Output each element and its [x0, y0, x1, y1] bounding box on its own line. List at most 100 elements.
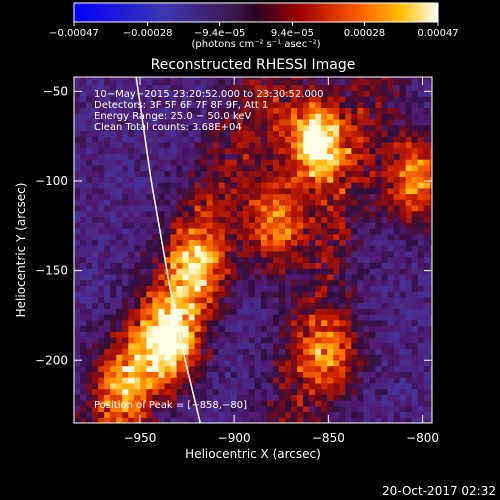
heatmap-cell	[140, 302, 147, 309]
heatmap-cell	[152, 90, 160, 97]
heatmap-cell	[279, 187, 286, 195]
heatmap-cell	[224, 268, 232, 275]
heatmap-cell	[297, 273, 304, 281]
heatmap-cell	[212, 296, 220, 304]
heatmap-cell	[140, 273, 147, 281]
heatmap-cell	[417, 216, 425, 223]
heatmap-cell	[218, 227, 226, 235]
heatmap-cell	[104, 405, 111, 413]
heatmap-cell	[279, 199, 286, 206]
heatmap-cell	[104, 77, 111, 80]
heatmap-cell	[309, 365, 316, 372]
heatmap-cell	[345, 279, 352, 286]
heatmap-cell	[164, 371, 172, 378]
heatmap-cell	[92, 118, 99, 126]
heatmap-cell	[170, 394, 178, 401]
heatmap-cell	[122, 118, 129, 126]
heatmap-cell	[333, 216, 340, 223]
heatmap-cell	[369, 113, 377, 120]
heatmap-cell	[236, 107, 244, 114]
heatmap-cell	[333, 182, 340, 189]
heatmap-cell	[272, 141, 280, 149]
heatmap-cell	[110, 262, 117, 269]
heatmap-cell	[104, 250, 111, 258]
heatmap-cell	[74, 291, 81, 298]
heatmap-cell	[212, 388, 220, 395]
heatmap-cell	[122, 227, 129, 235]
heatmap-cell	[98, 405, 105, 413]
heatmap-cell	[164, 78, 172, 86]
heatmap-cell	[98, 130, 105, 137]
heatmap-cell	[266, 325, 274, 332]
heatmap-cell	[333, 388, 340, 395]
heatmap-cell	[333, 199, 340, 206]
heatmap-cell	[387, 164, 395, 172]
heatmap-cell	[140, 342, 147, 350]
heatmap-cell	[357, 96, 365, 103]
heatmap-cell	[417, 365, 425, 372]
heatmap-cell	[321, 222, 328, 229]
heatmap-cell	[110, 170, 117, 177]
heatmap-cell	[200, 113, 208, 120]
heatmap-cell	[194, 250, 202, 258]
heatmap-cell	[236, 394, 244, 401]
heatmap-cell	[86, 78, 93, 86]
heatmap-cell	[285, 285, 292, 292]
heatmap-cell	[146, 268, 153, 275]
heatmap-cell	[309, 130, 316, 137]
heatmap-cell	[254, 107, 262, 114]
heatmap-cell	[279, 164, 286, 172]
heatmap-cell	[297, 141, 304, 149]
heatmap-cell	[170, 130, 178, 137]
heatmap-cell	[134, 342, 141, 350]
heatmap-cell	[134, 331, 141, 338]
heatmap-cell	[236, 199, 244, 206]
heatmap-cell	[128, 222, 135, 229]
heatmap-cell	[381, 182, 389, 189]
heatmap-cell	[393, 342, 401, 350]
heatmap-cell	[176, 113, 184, 120]
heatmap-cell	[315, 84, 322, 91]
heatmap-cell	[315, 319, 322, 327]
heatmap-cell	[266, 182, 274, 189]
heatmap-cell	[140, 245, 147, 252]
heatmap-cell	[405, 77, 413, 80]
heatmap-cell	[116, 308, 123, 315]
heatmap-cell	[339, 405, 346, 413]
heatmap-cell	[236, 382, 244, 390]
heatmap-cell	[248, 187, 256, 195]
heatmap-cell	[116, 164, 123, 172]
heatmap-cell	[254, 377, 262, 384]
heatmap-cell	[110, 216, 117, 223]
heatmap-cell	[242, 348, 250, 355]
heatmap-cell	[405, 417, 413, 423]
heatmap-cell	[279, 400, 286, 407]
heatmap-cell	[375, 291, 383, 298]
heatmap-cell	[411, 107, 419, 114]
heatmap-cell	[230, 394, 238, 401]
heatmap-cell	[345, 159, 352, 166]
heatmap-cell	[104, 233, 111, 241]
heatmap-cell	[279, 84, 286, 91]
heatmap-cell	[363, 233, 371, 241]
heatmap-cell	[104, 256, 111, 263]
heatmap-cell	[381, 377, 389, 384]
heatmap-cell	[279, 210, 286, 218]
heatmap-cell	[170, 147, 178, 154]
heatmap-cell	[230, 205, 238, 212]
heatmap-cell	[152, 325, 160, 332]
heatmap-cell	[128, 377, 135, 384]
heatmap-cell	[291, 124, 298, 132]
heatmap-cell	[309, 239, 316, 246]
heatmap-cell	[369, 331, 377, 338]
heatmap-cell	[423, 101, 431, 109]
heatmap-cell	[74, 124, 81, 132]
heatmap-cell	[417, 405, 425, 413]
heatmap-cell	[327, 268, 334, 275]
heatmap-cell	[116, 101, 123, 109]
heatmap-cell	[230, 216, 238, 223]
heatmap-cell	[423, 130, 431, 137]
heatmap-cell	[303, 394, 310, 401]
heatmap-cell	[152, 193, 160, 200]
heatmap-cell	[128, 314, 135, 321]
